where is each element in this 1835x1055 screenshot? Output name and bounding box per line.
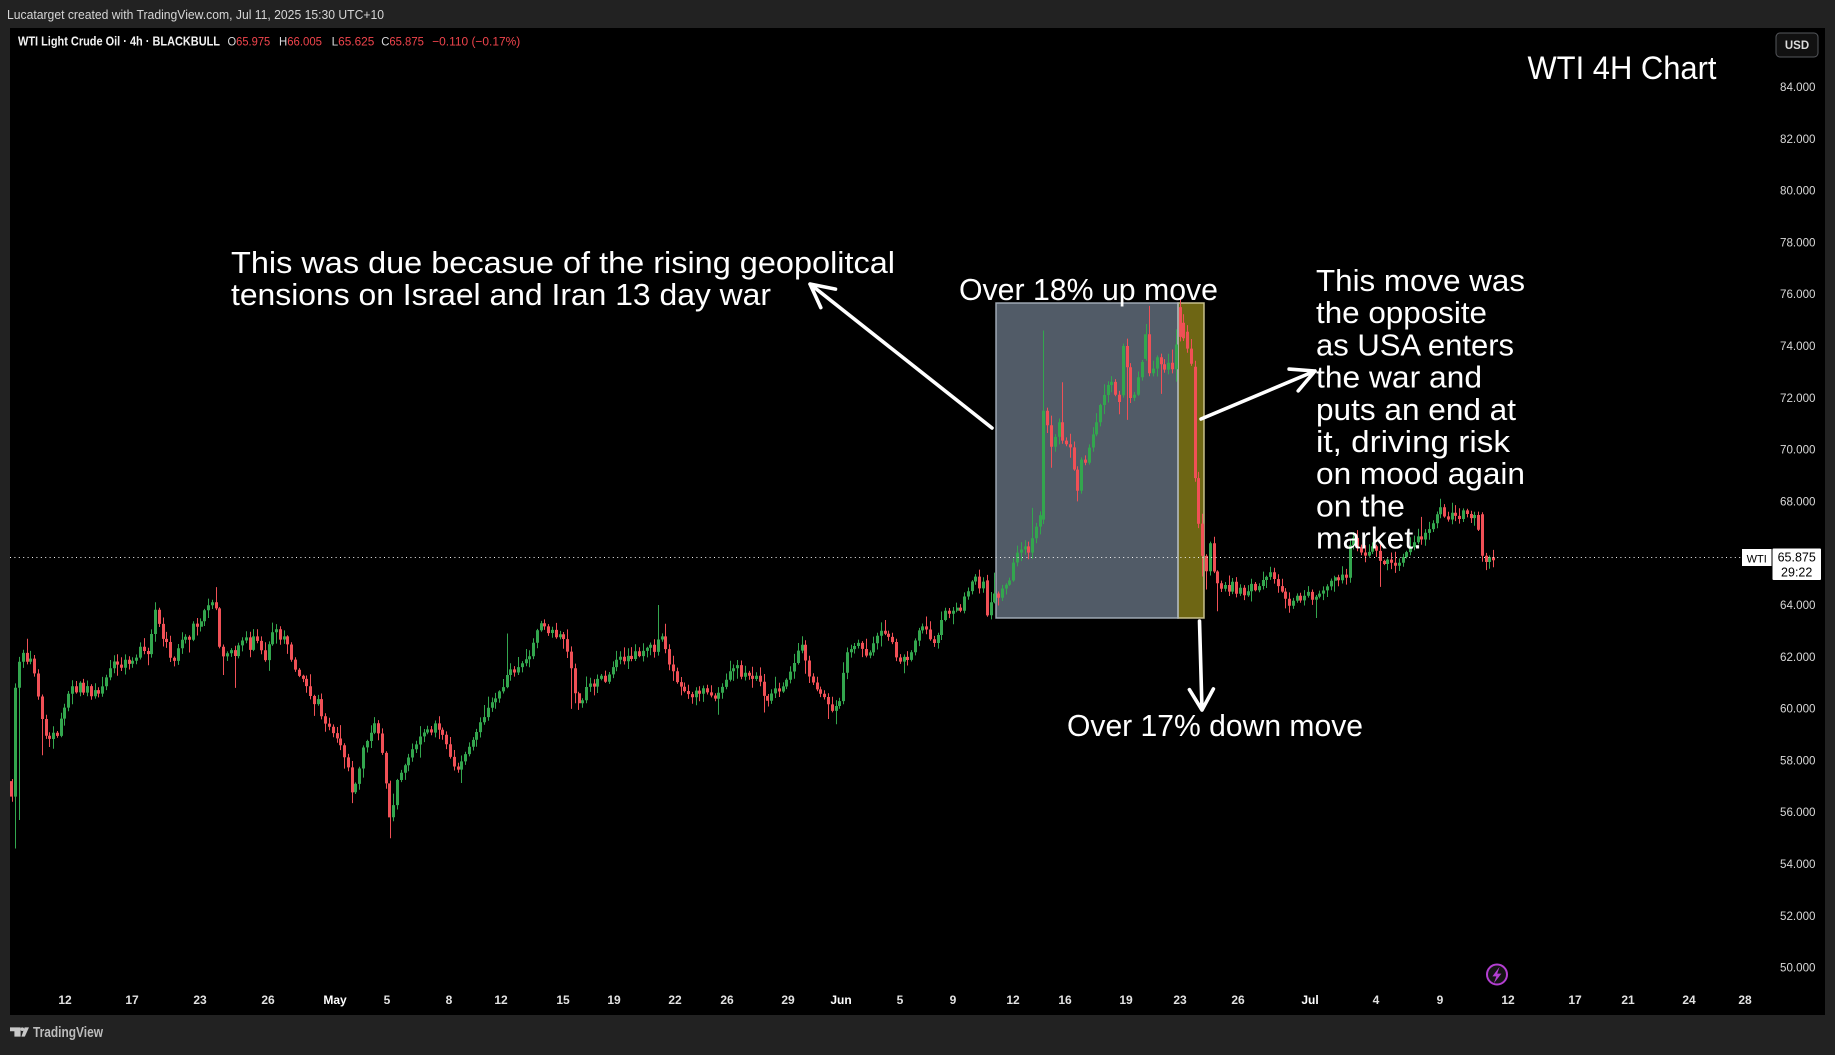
svg-text:23: 23 xyxy=(1173,993,1187,1007)
svg-text:puts an end at: puts an end at xyxy=(1316,392,1516,427)
svg-text:64.000: 64.000 xyxy=(1780,598,1816,612)
svg-text:23: 23 xyxy=(193,993,207,1007)
svg-text:C65.875: C65.875 xyxy=(381,35,424,49)
svg-text:76.000: 76.000 xyxy=(1780,287,1816,301)
svg-text:19: 19 xyxy=(607,993,621,1007)
svg-text:Lucatarget created with Tradin: Lucatarget created with TradingView.com,… xyxy=(7,7,384,22)
svg-text:as USA enters: as USA enters xyxy=(1316,327,1514,362)
svg-text:12: 12 xyxy=(1006,993,1020,1007)
svg-text:56.000: 56.000 xyxy=(1780,805,1816,819)
svg-text:TradingView: TradingView xyxy=(33,1025,104,1041)
svg-text:9: 9 xyxy=(950,993,957,1007)
svg-text:50.000: 50.000 xyxy=(1780,961,1816,975)
svg-text:12: 12 xyxy=(494,993,508,1007)
svg-text:65.875: 65.875 xyxy=(1778,551,1816,565)
svg-text:on mood again: on mood again xyxy=(1316,456,1525,491)
svg-text:WTI: WTI xyxy=(1747,554,1767,566)
svg-text:USD: USD xyxy=(1785,40,1809,52)
svg-text:16: 16 xyxy=(1058,993,1072,1007)
svg-text:17: 17 xyxy=(1568,993,1582,1007)
svg-text:28: 28 xyxy=(1738,993,1752,1007)
svg-text:9: 9 xyxy=(1437,993,1444,1007)
svg-text:8: 8 xyxy=(446,993,453,1007)
svg-text:19: 19 xyxy=(1119,993,1133,1007)
svg-text:This move was: This move was xyxy=(1316,263,1525,298)
svg-text:the opposite: the opposite xyxy=(1316,295,1487,330)
svg-text:Over 17% down move: Over 17% down move xyxy=(1067,708,1363,743)
svg-text:68.000: 68.000 xyxy=(1780,494,1816,508)
svg-text:it, driving risk: it, driving risk xyxy=(1316,424,1511,459)
svg-text:12: 12 xyxy=(1501,993,1515,1007)
svg-text:the war and: the war and xyxy=(1316,360,1482,395)
svg-text:−0.110 (−0.17%): −0.110 (−0.17%) xyxy=(432,35,520,49)
svg-text:21: 21 xyxy=(1621,993,1635,1007)
svg-text:WTI Light Crude Oil · 4h · BLA: WTI Light Crude Oil · 4h · BLACKBULL xyxy=(18,34,220,49)
svg-text:15: 15 xyxy=(556,993,570,1007)
svg-text:72.000: 72.000 xyxy=(1780,391,1816,405)
svg-text:Over 18% up move: Over 18% up move xyxy=(959,272,1218,307)
svg-text:26: 26 xyxy=(1231,993,1245,1007)
svg-text:26: 26 xyxy=(261,993,275,1007)
svg-text:on the: on the xyxy=(1316,488,1405,523)
svg-text:Jun: Jun xyxy=(830,993,851,1007)
svg-text:52.000: 52.000 xyxy=(1780,909,1816,923)
svg-text:84.000: 84.000 xyxy=(1780,80,1816,94)
svg-text:62.000: 62.000 xyxy=(1780,650,1816,664)
svg-text:17: 17 xyxy=(125,993,139,1007)
svg-text:78.000: 78.000 xyxy=(1780,235,1816,249)
svg-text:H66.005: H66.005 xyxy=(279,35,322,49)
svg-text:29: 29 xyxy=(781,993,795,1007)
svg-text:12: 12 xyxy=(58,993,72,1007)
svg-text:5: 5 xyxy=(384,993,391,1007)
svg-text:80.000: 80.000 xyxy=(1780,184,1816,198)
svg-text:60.000: 60.000 xyxy=(1780,702,1816,716)
svg-text:Jul: Jul xyxy=(1301,993,1318,1007)
svg-text:WTI 4H Chart: WTI 4H Chart xyxy=(1528,50,1717,86)
svg-text:May: May xyxy=(323,993,347,1007)
svg-text:26: 26 xyxy=(720,993,734,1007)
svg-text:74.000: 74.000 xyxy=(1780,339,1816,353)
svg-text:29:22: 29:22 xyxy=(1781,566,1812,580)
svg-text:70.000: 70.000 xyxy=(1780,443,1816,457)
svg-text:58.000: 58.000 xyxy=(1780,753,1816,767)
svg-text:82.000: 82.000 xyxy=(1780,132,1816,146)
svg-text:24: 24 xyxy=(1682,993,1696,1007)
svg-text:54.000: 54.000 xyxy=(1780,857,1816,871)
svg-text:tensions on Israel and Iran 13: tensions on Israel and Iran 13 day war xyxy=(231,277,771,312)
svg-text:L65.625: L65.625 xyxy=(332,35,375,49)
svg-text:22: 22 xyxy=(668,993,682,1007)
svg-text:4: 4 xyxy=(1373,993,1380,1007)
svg-text:5: 5 xyxy=(897,993,904,1007)
svg-text:This was due becasue of the ri: This was due becasue of the rising geopo… xyxy=(231,245,895,280)
svg-text:market.: market. xyxy=(1316,521,1422,556)
svg-text:O65.975: O65.975 xyxy=(228,35,271,49)
